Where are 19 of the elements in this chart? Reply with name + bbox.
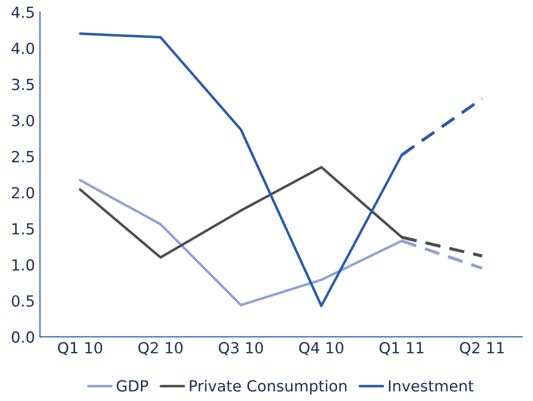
y-tick-label: 4.0 (12, 42, 34, 54)
x-tick-label: Q1 10 (58, 342, 102, 356)
x-tick-label: Q2 11 (460, 342, 504, 356)
y-tick-label: 4.5 (12, 6, 34, 18)
y-tick-label: 0.0 (12, 331, 34, 343)
y-tick-label: 0.5 (12, 295, 34, 307)
x-tick-label: Q2 10 (138, 342, 183, 356)
y-tick-label: 2.5 (12, 150, 34, 162)
y-tick-label: 1.5 (12, 223, 34, 235)
x-tick-label: Q1 11 (380, 342, 424, 356)
y-tick-label: 3.0 (12, 114, 34, 126)
y-tick-label: 2.0 (12, 186, 34, 198)
legend-label: Investment (388, 380, 474, 392)
y-tick-label: 1.0 (12, 259, 34, 271)
x-tick-label: Q3 10 (218, 342, 263, 356)
legend-label: Private Consumption (190, 380, 346, 395)
legend-label: GDP (116, 380, 148, 392)
y-tick-label: 3.5 (12, 78, 34, 90)
x-tick-label: Q4 10 (299, 342, 344, 356)
